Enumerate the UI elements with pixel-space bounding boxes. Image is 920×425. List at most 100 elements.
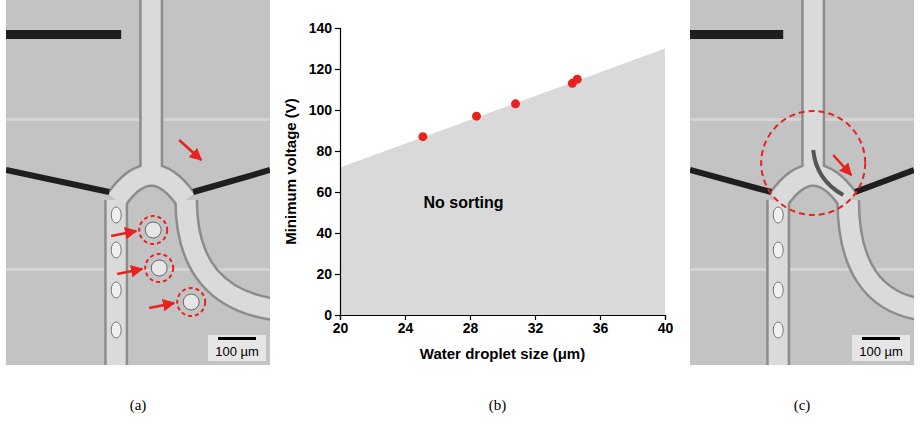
droplet: [111, 207, 121, 223]
highlight-circle: [145, 254, 173, 282]
tick: 20: [333, 315, 349, 336]
droplet: [151, 260, 167, 276]
tick: 60: [316, 184, 340, 200]
scale-bar-ground: [852, 335, 910, 361]
tick-mark: [335, 192, 340, 193]
tick-label: 24: [398, 320, 414, 336]
tick: 32: [528, 315, 544, 336]
tick: 28: [463, 315, 479, 336]
pointer-arrow: [179, 140, 201, 160]
channel: [116, 175, 186, 200]
droplet: [773, 322, 783, 338]
tick: 80: [316, 143, 340, 159]
tick-label: 20: [316, 266, 332, 282]
highlight-circle: [177, 288, 205, 316]
x-axis-title: Water droplet size (μm): [420, 345, 585, 362]
tick-label: 80: [316, 143, 332, 159]
channel-edge: [801, 0, 825, 175]
tick: 120: [309, 61, 340, 77]
scale-bar-label: 100 µm: [215, 344, 259, 359]
annotation: No sorting: [424, 194, 504, 211]
tick-label: 0: [324, 307, 332, 323]
droplet: [773, 207, 783, 223]
photo-stripe: [6, 118, 270, 121]
tick-label: 28: [463, 320, 479, 336]
micrograph: 100 µm: [6, 0, 280, 375]
droplet-neck: [813, 150, 843, 195]
scale-bar-line: [218, 337, 256, 340]
tick-label: 32: [528, 320, 544, 336]
scale-bar: 100 µm: [852, 335, 910, 361]
figure: 100 µm100 µm2024283236400204060801001201…: [0, 0, 920, 425]
photo-stripe: [690, 268, 914, 271]
electrode: [690, 170, 771, 192]
channel-edge: [848, 200, 914, 310]
channel: [107, 200, 126, 365]
panel-label: (b): [489, 397, 507, 414]
data-point: [472, 112, 481, 121]
channel-edge: [186, 200, 270, 310]
channel-edge: [116, 175, 186, 200]
droplet: [111, 282, 121, 298]
highlight-circle: [139, 216, 167, 244]
scale-bar-line: [862, 337, 900, 340]
y-axis-title: Minimum voltage (V): [282, 98, 299, 245]
tick: 24: [398, 315, 414, 336]
tick-mark: [335, 274, 340, 275]
tick-label: 40: [658, 320, 674, 336]
tick-mark: [335, 151, 340, 152]
micrograph-body: [690, 0, 914, 365]
droplet: [183, 294, 199, 310]
micrograph: 100 µm: [690, 0, 920, 375]
tick: 36: [593, 315, 609, 336]
tick-mark: [335, 110, 340, 111]
tick: 40: [658, 315, 674, 336]
axis-line: [341, 316, 666, 321]
scale-bar-ground: [208, 335, 266, 361]
data-point: [573, 75, 582, 84]
plot-area: [340, 49, 665, 316]
channel: [804, 0, 823, 175]
tick: 140: [309, 20, 340, 36]
tick-label: 120: [309, 61, 333, 77]
droplet: [773, 242, 783, 258]
pointer-arrow: [111, 231, 136, 236]
tick-label: 100: [309, 102, 333, 118]
tick-mark: [335, 315, 340, 316]
panel-label: (c): [794, 397, 811, 414]
electrode: [6, 170, 109, 192]
tick-mark: [335, 69, 340, 70]
tick-label: 36: [593, 320, 609, 336]
scale-bar-label: 100 µm: [859, 344, 903, 359]
channel-edge: [139, 0, 163, 175]
tick: 40: [316, 225, 340, 241]
scale-bar: 100 µm: [208, 335, 266, 361]
highlight-circle: [761, 111, 865, 215]
droplet: [111, 322, 121, 338]
tick: 100: [309, 102, 340, 118]
tick-label: 140: [309, 20, 333, 36]
channel: [848, 200, 914, 310]
panel-label: (a): [130, 397, 147, 414]
channel: [769, 200, 788, 365]
pointer-arrow: [833, 155, 851, 175]
electrode: [6, 30, 121, 39]
pointer-arrow: [117, 269, 142, 274]
y-axis: 0 20 40 60 80 100 120 140: [309, 20, 341, 323]
tick-mark: [335, 28, 340, 29]
axis-line: [335, 29, 341, 316]
micrograph-body: [6, 0, 270, 365]
tick-label: 20: [333, 320, 349, 336]
channel: [142, 0, 161, 175]
droplet: [111, 242, 121, 258]
tick: 20: [316, 266, 340, 282]
electrode: [193, 170, 270, 192]
channel: [186, 200, 270, 310]
tick-label: 60: [316, 184, 332, 200]
photo-background: [6, 0, 270, 365]
channel-edge: [104, 200, 128, 365]
droplet: [145, 222, 161, 238]
data-point: [418, 132, 427, 141]
droplet: [773, 282, 783, 298]
channel-edge: [778, 175, 848, 200]
